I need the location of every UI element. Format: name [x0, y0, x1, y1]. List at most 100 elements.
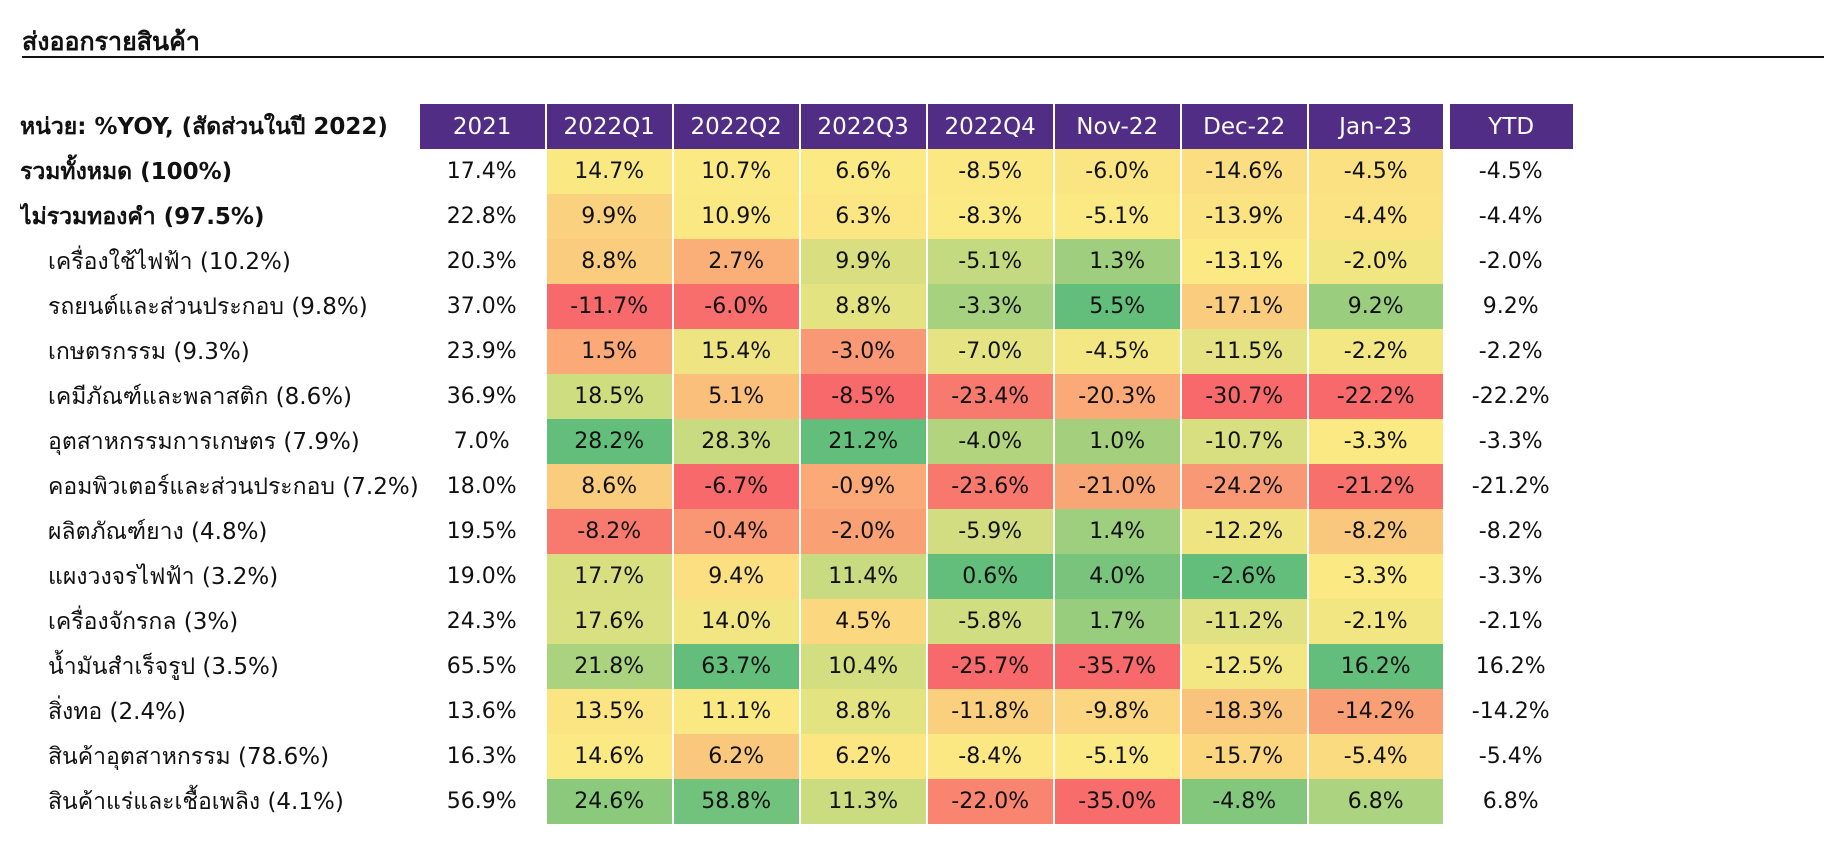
- heatmap-cell: -13.9%: [1179, 194, 1308, 239]
- heatmap-cell: 16.2%: [1306, 644, 1443, 689]
- heatmap-cell: -11.5%: [1179, 329, 1308, 374]
- heatmap-cell: 6.2%: [798, 734, 927, 779]
- row-label: สินค้าอุตสาหกรรม (78.6%): [48, 743, 330, 770]
- heatmap-cell: -4.5%: [1306, 149, 1443, 194]
- heatmap-cell: -2.2%: [1306, 329, 1443, 374]
- value-cell: 37.0%: [418, 284, 546, 329]
- column-gap: [1442, 734, 1449, 779]
- column-header: 2022Q4: [925, 104, 1054, 149]
- heatmap-cell: -2.1%: [1306, 599, 1443, 644]
- heatmap-cell: 2.7%: [671, 239, 800, 284]
- column-gap: [1442, 419, 1449, 464]
- row-label: เครื่องจักรกล (3%): [48, 608, 239, 635]
- column-gap: [1442, 554, 1449, 599]
- value-cell: -2.1%: [1448, 599, 1573, 644]
- column-header: Dec-22: [1179, 104, 1308, 149]
- column-gap: [1442, 329, 1449, 374]
- heatmap-cell: -8.2%: [1306, 509, 1443, 554]
- heatmap-cell: 6.3%: [798, 194, 927, 239]
- heatmap-cell: 5.5%: [1052, 284, 1181, 329]
- heatmap-cell: 58.8%: [671, 779, 800, 824]
- row-label: ผลิตภัณฑ์ยาง (4.8%): [48, 518, 268, 545]
- value-cell: -4.4%: [1448, 194, 1573, 239]
- heatmap-cell: 63.7%: [671, 644, 800, 689]
- heatmap-cell: -5.4%: [1306, 734, 1443, 779]
- heatmap-cell: -22.0%: [925, 779, 1054, 824]
- heatmap-cell: 8.6%: [544, 464, 673, 509]
- heatmap-cell: 14.6%: [544, 734, 673, 779]
- heatmap-cell: 10.7%: [671, 149, 800, 194]
- column-gap: [1442, 779, 1449, 824]
- heatmap-cell: 4.5%: [798, 599, 927, 644]
- heatmap-cell: -11.7%: [544, 284, 673, 329]
- heatmap-cell: -6.0%: [1052, 149, 1181, 194]
- heatmap-cell: 1.4%: [1052, 509, 1181, 554]
- heatmap-cell: 9.9%: [798, 239, 927, 284]
- value-cell: 9.2%: [1448, 284, 1573, 329]
- heatmap-cell: 15.4%: [671, 329, 800, 374]
- heatmap-cell: -5.1%: [1052, 194, 1181, 239]
- heatmap-cell: 8.8%: [544, 239, 673, 284]
- heatmap-cell: -12.2%: [1179, 509, 1308, 554]
- page-title: ส่งออกรายสินค้า: [22, 27, 200, 56]
- heatmap-cell: -12.5%: [1179, 644, 1308, 689]
- heatmap-cell: -21.0%: [1052, 464, 1181, 509]
- table-row: เครื่องจักรกล (3%) 24.3% 17.6% 14.0% 4.5% -5.…: [20, 599, 1573, 644]
- table-row: เกษตรกรรม (9.3%) 23.9% 1.5% 15.4% -3.0% -7.0%…: [20, 329, 1573, 374]
- value-cell: 36.9%: [418, 374, 546, 419]
- column-header: 2021: [417, 104, 546, 149]
- heatmap-cell: -2.0%: [1306, 239, 1443, 284]
- heatmap-cell: 1.5%: [544, 329, 673, 374]
- heatmap-cell: 11.3%: [798, 779, 927, 824]
- heatmap-cell: -21.2%: [1306, 464, 1443, 509]
- column-header: 2022Q2: [671, 104, 800, 149]
- heatmap-cell: -3.3%: [1306, 554, 1443, 599]
- heatmap-cell: 24.6%: [544, 779, 673, 824]
- value-cell: 7.0%: [418, 419, 546, 464]
- heatmap-cell: 6.6%: [798, 149, 927, 194]
- heatmap-cell: -22.2%: [1306, 374, 1443, 419]
- heatmap-cell: -11.8%: [925, 689, 1054, 734]
- table-row: รวมทั้งหมด (100%) 17.4% 14.7% 10.7% 6.6% -8.5…: [20, 149, 1573, 194]
- heatmap-cell: -6.7%: [671, 464, 800, 509]
- heatmap-cell: -24.2%: [1179, 464, 1308, 509]
- heatmap-cell: -8.2%: [544, 509, 673, 554]
- heatmap-cell: 28.3%: [671, 419, 800, 464]
- heatmap-cell: 18.5%: [544, 374, 673, 419]
- row-label: เครื่องใช้ไฟฟ้า (10.2%): [48, 248, 291, 275]
- value-cell: -3.3%: [1448, 554, 1573, 599]
- column-gap: [1442, 284, 1449, 329]
- column-gap: [1442, 644, 1449, 689]
- value-cell: 24.3%: [418, 599, 546, 644]
- heatmap-cell: 17.6%: [544, 599, 673, 644]
- heatmap-cell: -4.4%: [1306, 194, 1443, 239]
- value-cell: 16.2%: [1448, 644, 1573, 689]
- heatmap-cell: -9.8%: [1052, 689, 1181, 734]
- heatmap-cell: -14.6%: [1179, 149, 1308, 194]
- column-header: Nov-22: [1052, 104, 1181, 149]
- heatmap-cell: 10.4%: [798, 644, 927, 689]
- value-cell: 6.8%: [1448, 779, 1573, 824]
- heatmap-cell: -10.7%: [1179, 419, 1308, 464]
- heatmap-cell: -2.6%: [1179, 554, 1308, 599]
- heatmap-cell: 9.2%: [1306, 284, 1443, 329]
- column-gap: [1442, 374, 1449, 419]
- heatmap-cell: -6.0%: [671, 284, 800, 329]
- value-cell: 17.4%: [418, 149, 546, 194]
- table-row: อุตสาหกรรมการเกษตร (7.9%) 7.0% 28.2% 28.3% 2…: [20, 419, 1573, 464]
- heatmap-cell: -8.4%: [925, 734, 1054, 779]
- value-cell: -21.2%: [1448, 464, 1573, 509]
- row-label: อุตสาหกรรมการเกษตร (7.9%): [48, 428, 360, 455]
- column-gap: [1442, 149, 1449, 194]
- table-row: เครื่องใช้ไฟฟ้า (10.2%) 20.3% 8.8% 2.7% 9.9%…: [20, 239, 1573, 284]
- heatmap-cell: -3.3%: [925, 284, 1054, 329]
- row-label: คอมพิวเตอร์และส่วนประกอบ (7.2%): [48, 473, 419, 500]
- heatmap-cell: -23.4%: [925, 374, 1054, 419]
- value-cell: -14.2%: [1448, 689, 1573, 734]
- table-row: น้ำมันสำเร็จรูป (3.5%) 65.5% 21.8% 63.7% 10.…: [20, 644, 1573, 689]
- value-cell: 18.0%: [418, 464, 546, 509]
- table-row: ไม่รวมทองคำ (97.5%) 22.8% 9.9% 10.9% 6.3% -8.…: [20, 194, 1573, 239]
- table-row: ผลิตภัณฑ์ยาง (4.8%) 19.5% -8.2% -0.4% -2.0% -…: [20, 509, 1573, 554]
- heatmap-cell: 14.0%: [671, 599, 800, 644]
- title-divider: [22, 56, 1824, 58]
